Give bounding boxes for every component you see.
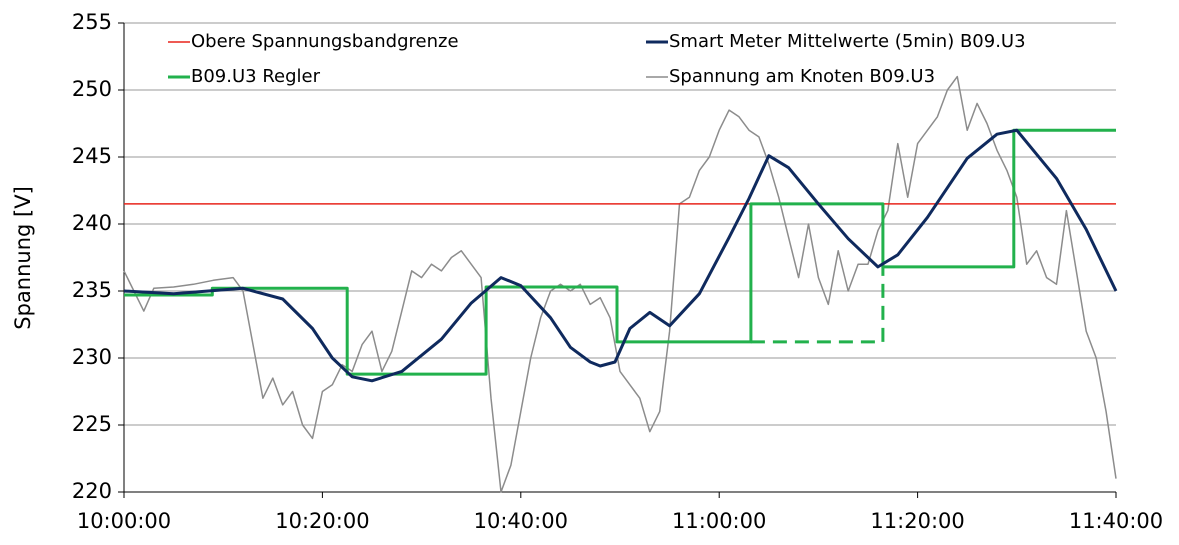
- series-line: [124, 128, 1116, 376]
- x-tick-label: 10:20:00: [275, 509, 369, 533]
- y-tick-label: 220: [72, 479, 112, 503]
- series-line: [123, 75, 1117, 493]
- legend-label: Smart Meter Mittelwerte (5min) B09.U3: [669, 31, 1026, 52]
- x-tick-label: 11:20:00: [870, 509, 964, 533]
- series-line: [750, 266, 885, 344]
- y-tick-label: 235: [72, 278, 112, 302]
- legend-label: Obere Spannungsbandgrenze: [191, 31, 459, 52]
- y-axis-label: Spannung [V]: [11, 186, 35, 330]
- y-tick-label: 245: [72, 144, 112, 168]
- x-tick-label: 10:40:00: [474, 509, 568, 533]
- x-tick-label: 11:00:00: [672, 509, 766, 533]
- legend-label: Spannung am Knoten B09.U3: [669, 66, 935, 87]
- x-tick-label: 11:40:00: [1069, 509, 1163, 533]
- y-tick-label: 255: [72, 10, 112, 34]
- y-tick-label: 225: [72, 412, 112, 436]
- y-tick-label: 240: [72, 211, 112, 235]
- legend-label: B09.U3 Regler: [191, 66, 321, 87]
- y-tick-label: 230: [72, 345, 112, 369]
- y-tick-label: 250: [72, 77, 112, 101]
- x-tick-label: 10:00:00: [77, 509, 171, 533]
- series-line: [123, 128, 1118, 383]
